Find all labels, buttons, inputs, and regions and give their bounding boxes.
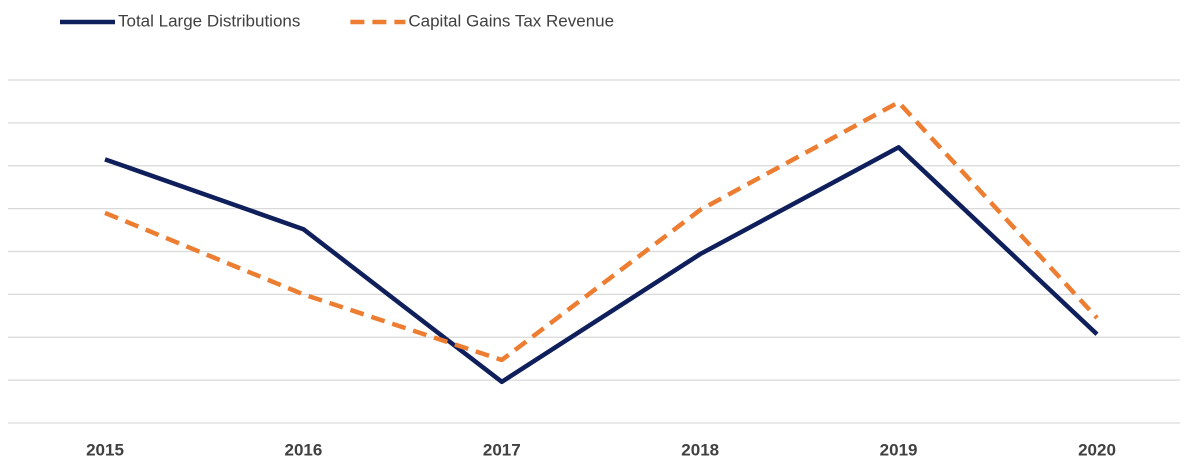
- x-tick-label: 2017: [483, 440, 521, 459]
- legend-label: Capital Gains Tax Revenue: [408, 11, 614, 30]
- x-tick-label: 2020: [1078, 440, 1116, 459]
- x-tick-label: 2018: [681, 440, 719, 459]
- series-line: [104, 100, 1099, 363]
- series-line: [104, 145, 1099, 385]
- x-tick-label: 2016: [284, 440, 322, 459]
- x-tick-label: 2019: [880, 440, 918, 459]
- x-tick-label: 2015: [86, 440, 124, 459]
- legend-label: Total Large Distributions: [118, 11, 300, 30]
